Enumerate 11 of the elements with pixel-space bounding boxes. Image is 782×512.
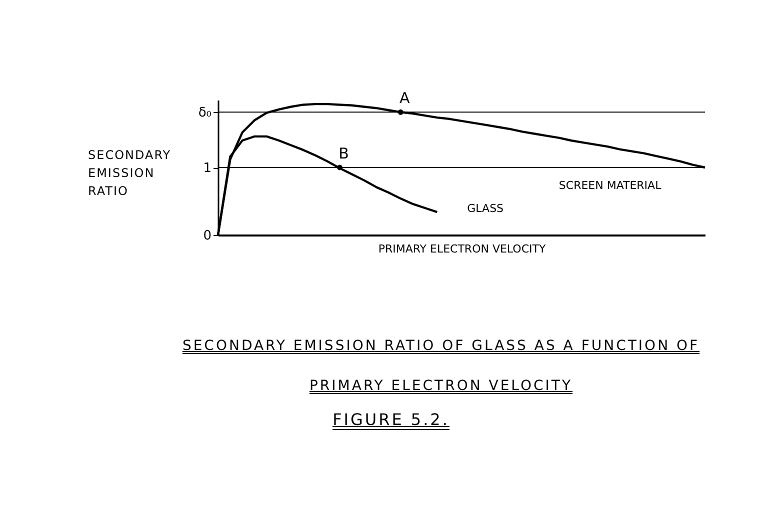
y-axis-title: SECONDARY EMISSION RATIO [88,147,172,200]
annotation: B [338,144,349,162]
text: FIGURE 5.2. [332,410,450,429]
annotation: A [399,89,410,108]
y-tick-label: 0 [203,228,212,244]
y-tick-label: δ₀ [198,106,212,121]
x-axis-title: PRIMARY ELECTRON VELOCITY [378,242,546,256]
chart-title: SECONDARY EMISSION RATIO OF GLASS AS A FUNCTION OF PRIMARY ELECTRON VELOCITY [182,338,700,394]
series-label: SCREEN MATERIAL [558,178,662,192]
text: GLASS [467,202,504,216]
y-tick-label: 1 [203,161,212,176]
